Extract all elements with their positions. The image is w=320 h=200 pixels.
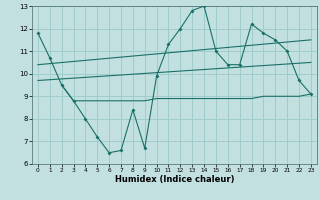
X-axis label: Humidex (Indice chaleur): Humidex (Indice chaleur) bbox=[115, 175, 234, 184]
